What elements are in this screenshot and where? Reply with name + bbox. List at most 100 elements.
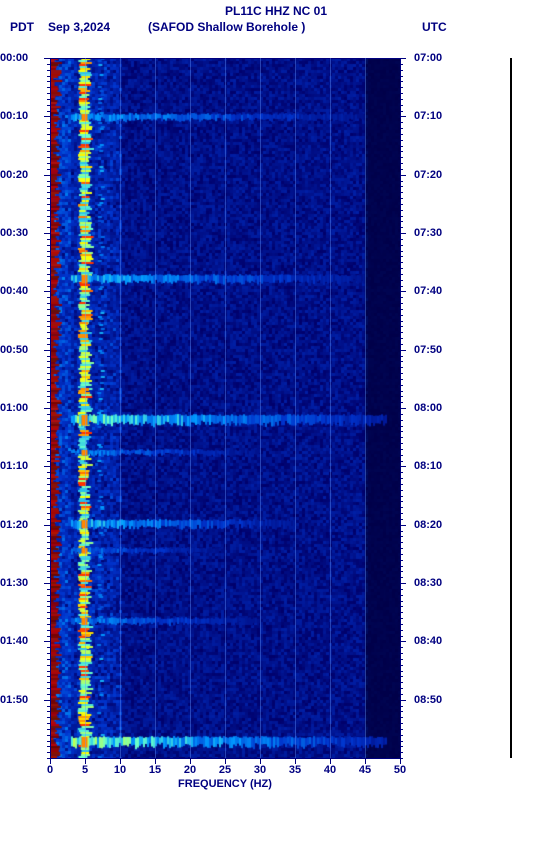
y-minor-tick-left xyxy=(47,519,50,520)
y-minor-tick-left xyxy=(47,647,50,648)
y-minor-tick-right xyxy=(400,122,403,123)
y-minor-tick-right xyxy=(400,671,403,672)
y-minor-tick-right xyxy=(400,268,403,269)
y-tick-left xyxy=(44,583,50,584)
y-tick-right xyxy=(400,350,406,351)
y-minor-tick-left xyxy=(47,711,50,712)
y-minor-tick-right xyxy=(400,461,403,462)
y-minor-tick-right xyxy=(400,198,403,199)
y-label-left: 01:30 xyxy=(0,577,44,589)
y-tick-left xyxy=(44,58,50,59)
y-minor-tick-right xyxy=(400,711,403,712)
y-minor-tick-left xyxy=(47,262,50,263)
y-minor-tick-right xyxy=(400,391,403,392)
y-minor-tick-left xyxy=(47,204,50,205)
y-minor-tick-right xyxy=(400,321,403,322)
y-minor-tick-left xyxy=(47,321,50,322)
y-minor-tick-right xyxy=(400,729,403,730)
y-minor-tick-left xyxy=(47,385,50,386)
y-minor-tick-left xyxy=(47,326,50,327)
gridline xyxy=(330,58,331,758)
y-tick-left xyxy=(44,350,50,351)
y-minor-tick-right xyxy=(400,245,403,246)
y-minor-tick-right xyxy=(400,163,403,164)
y-minor-tick-right xyxy=(400,210,403,211)
y-minor-tick-right xyxy=(400,227,403,228)
y-minor-tick-right xyxy=(400,239,403,240)
y-minor-tick-right xyxy=(400,472,403,473)
date-label: Sep 3,2024 xyxy=(48,20,110,34)
y-minor-tick-right xyxy=(400,513,403,514)
y-minor-tick-right xyxy=(400,630,403,631)
y-minor-tick-right xyxy=(400,752,403,753)
y-minor-tick-left xyxy=(47,431,50,432)
y-label-right: 07:10 xyxy=(414,110,464,122)
y-label-left: 01:00 xyxy=(0,402,44,414)
y-minor-tick-right xyxy=(400,659,403,660)
y-minor-tick-left xyxy=(47,426,50,427)
y-minor-tick-left xyxy=(47,659,50,660)
y-minor-tick-right xyxy=(400,606,403,607)
y-label-left: 00:50 xyxy=(0,344,44,356)
y-minor-tick-left xyxy=(47,87,50,88)
y-minor-tick-right xyxy=(400,431,403,432)
x-tick-label: 40 xyxy=(320,764,340,776)
y-minor-tick-left xyxy=(47,461,50,462)
y-minor-tick-right xyxy=(400,694,403,695)
y-minor-tick-right xyxy=(400,192,403,193)
y-label-left: 00:40 xyxy=(0,285,44,297)
y-minor-tick-right xyxy=(400,315,403,316)
y-minor-tick-right xyxy=(400,157,403,158)
y-minor-tick-left xyxy=(47,361,50,362)
y-minor-tick-right xyxy=(400,554,403,555)
x-tick-label: 0 xyxy=(40,764,60,776)
y-minor-tick-right xyxy=(400,723,403,724)
y-minor-tick-right xyxy=(400,560,403,561)
y-minor-tick-left xyxy=(47,682,50,683)
y-minor-tick-right xyxy=(400,653,403,654)
y-label-right: 08:30 xyxy=(414,577,464,589)
y-minor-tick-right xyxy=(400,367,403,368)
axis-line xyxy=(50,58,51,758)
y-minor-tick-right xyxy=(400,735,403,736)
y-minor-tick-left xyxy=(47,513,50,514)
x-tick-label: 30 xyxy=(250,764,270,776)
y-tick-left xyxy=(44,466,50,467)
y-minor-tick-right xyxy=(400,64,403,65)
y-minor-tick-left xyxy=(47,636,50,637)
y-minor-tick-right xyxy=(400,332,403,333)
y-minor-tick-right xyxy=(400,181,403,182)
y-minor-tick-left xyxy=(47,735,50,736)
y-minor-tick-left xyxy=(47,128,50,129)
y-minor-tick-right xyxy=(400,577,403,578)
axis-line xyxy=(50,758,400,759)
y-label-left: 00:10 xyxy=(0,110,44,122)
y-minor-tick-left xyxy=(47,606,50,607)
x-tick-label: 15 xyxy=(145,764,165,776)
x-tick-label: 50 xyxy=(390,764,410,776)
y-minor-tick-right xyxy=(400,146,403,147)
y-minor-tick-left xyxy=(47,256,50,257)
y-minor-tick-left xyxy=(47,111,50,112)
y-minor-tick-left xyxy=(47,245,50,246)
y-minor-tick-left xyxy=(47,571,50,572)
y-tick-right xyxy=(400,116,406,117)
y-tick-right xyxy=(400,233,406,234)
y-minor-tick-left xyxy=(47,391,50,392)
y-label-left: 01:10 xyxy=(0,460,44,472)
y-minor-tick-left xyxy=(47,618,50,619)
y-minor-tick-left xyxy=(47,601,50,602)
y-label-left: 00:20 xyxy=(0,169,44,181)
y-minor-tick-right xyxy=(400,741,403,742)
y-minor-tick-left xyxy=(47,455,50,456)
y-minor-tick-right xyxy=(400,566,403,567)
y-tick-right xyxy=(400,466,406,467)
y-label-right: 07:50 xyxy=(414,344,464,356)
y-minor-tick-left xyxy=(47,163,50,164)
y-label-left: 01:40 xyxy=(0,635,44,647)
x-tick-label: 25 xyxy=(215,764,235,776)
y-minor-tick-left xyxy=(47,169,50,170)
y-tick-right xyxy=(400,583,406,584)
y-minor-tick-left xyxy=(47,577,50,578)
gridline xyxy=(155,58,156,758)
